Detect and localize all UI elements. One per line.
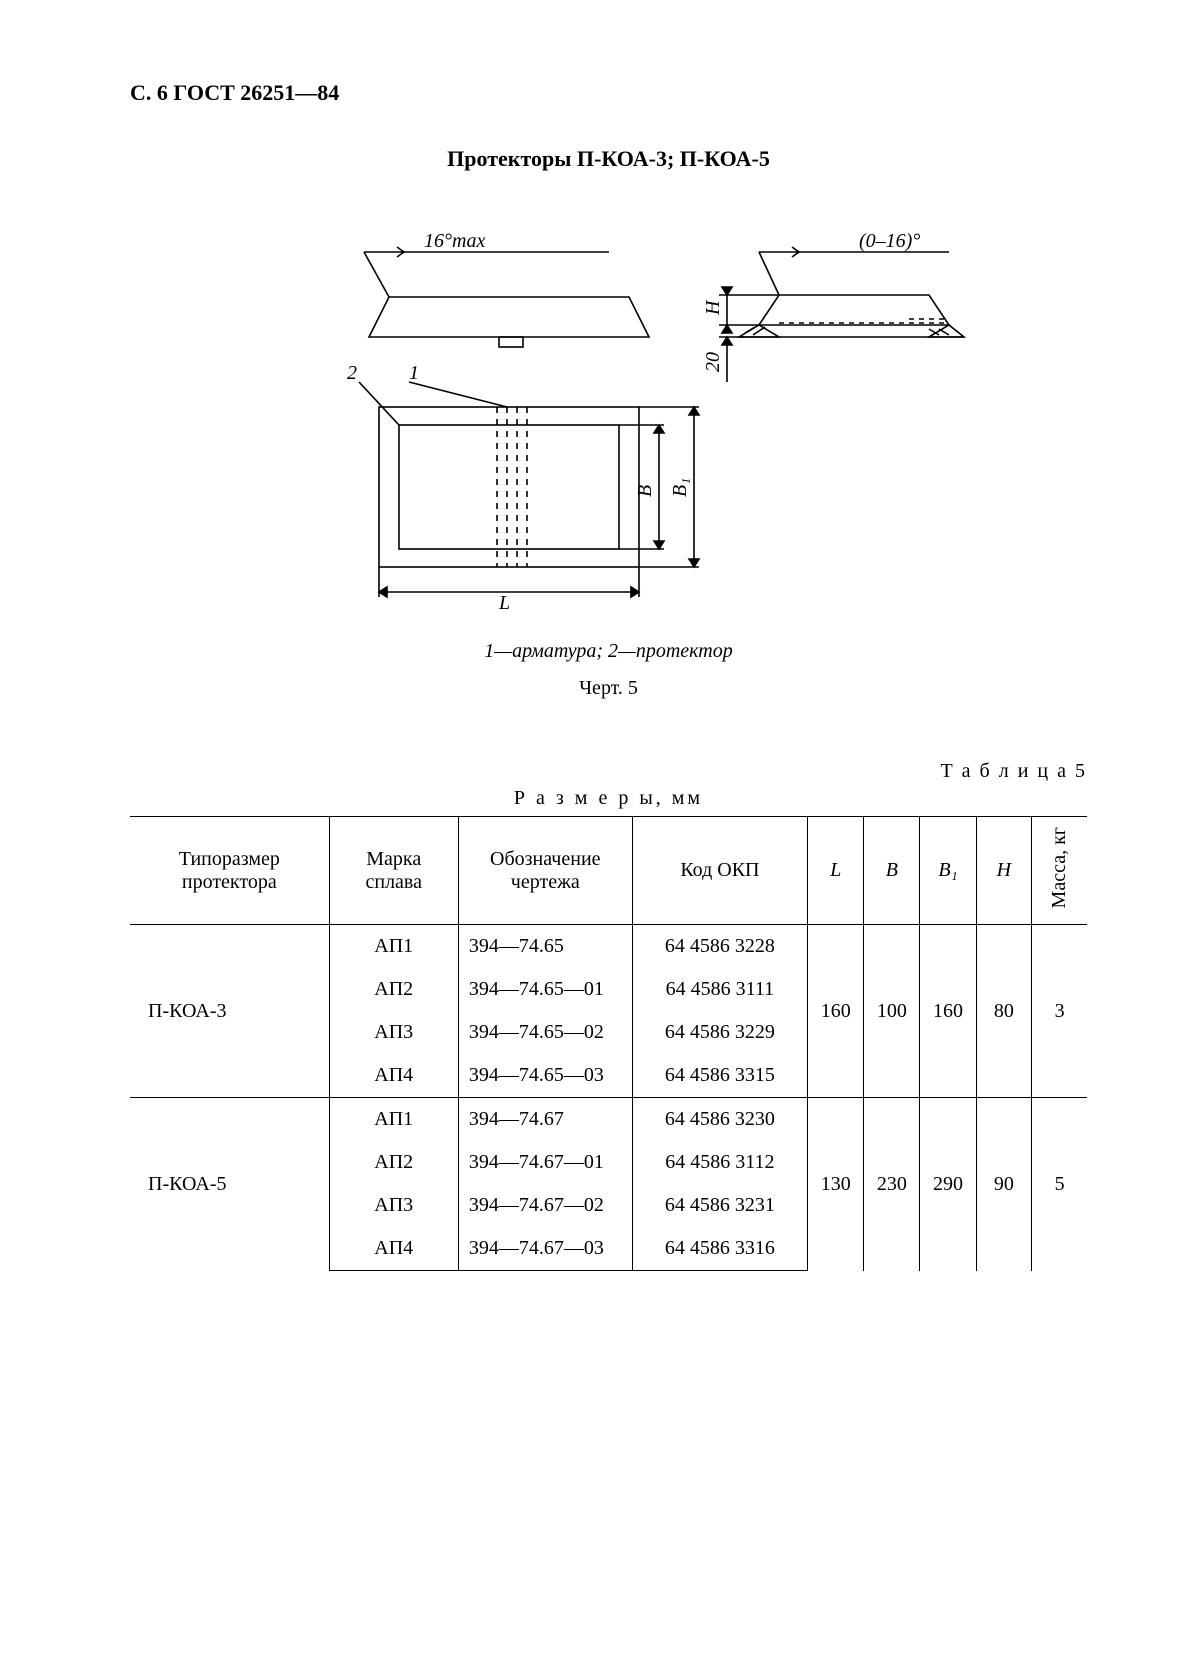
cell-alloy: АП2 — [329, 1141, 458, 1184]
cell-okp: 64 4586 3231 — [632, 1184, 807, 1227]
table-header-row: Типоразмер протектора Марка сплава Обозн… — [130, 817, 1087, 925]
label-angle-right: (0–16)° — [859, 230, 920, 252]
page: С. 6 ГОСТ 26251—84 Протекторы П-КОА-3; П… — [0, 0, 1187, 1679]
cell-okp: 64 4586 3230 — [632, 1098, 807, 1142]
cell-mass: 3 — [1032, 925, 1087, 1098]
figure-legend: 1—арматура; 2—протектор — [130, 640, 1087, 663]
page-header: С. 6 ГОСТ 26251—84 — [130, 80, 1087, 106]
cell-drawing: 394—74.67—01 — [458, 1141, 632, 1184]
cell-alloy: АП3 — [329, 1011, 458, 1054]
table-label: Т а б л и ц а 5 — [130, 760, 1087, 783]
cell-alloy: АП4 — [329, 1227, 458, 1271]
cell-drawing: 394—74.65—02 — [458, 1011, 632, 1054]
figure-svg: 16°max 2 1 L — [249, 197, 969, 617]
col-L: L — [808, 817, 864, 925]
label-angle-left: 16°max — [424, 230, 485, 252]
cell-B1: 160 — [920, 925, 976, 1098]
table-row: П-КОА-5АП1394—74.6764 4586 3230130230290… — [130, 1098, 1087, 1142]
cell-typesize: П-КОА-3 — [130, 925, 329, 1098]
col-okp: Код ОКП — [632, 817, 807, 925]
cell-okp: 64 4586 3112 — [632, 1141, 807, 1184]
col-drawing: Обозначение чертежа — [458, 817, 632, 925]
col-B1: B₁ — [920, 817, 976, 925]
cell-alloy: АП1 — [329, 925, 458, 969]
dim-B: B — [634, 485, 656, 497]
cell-L: 160 — [808, 925, 864, 1098]
table-row: П-КОА-3АП1394—74.6564 4586 3228160100160… — [130, 925, 1087, 969]
figure: 16°max 2 1 L — [130, 197, 1087, 622]
col-B: B — [864, 817, 920, 925]
cell-alloy: АП1 — [329, 1098, 458, 1142]
dim-20: 20 — [702, 352, 724, 372]
dimensions-table: Типоразмер протектора Марка сплава Обозн… — [130, 816, 1087, 1271]
cell-alloy: АП2 — [329, 968, 458, 1011]
cell-okp: 64 4586 3228 — [632, 925, 807, 969]
dim-B1: B₁ — [669, 478, 691, 497]
cell-H: 90 — [976, 1098, 1032, 1271]
col-alloy: Марка сплава — [329, 817, 458, 925]
cell-alloy: АП3 — [329, 1184, 458, 1227]
cell-okp: 64 4586 3229 — [632, 1011, 807, 1054]
cell-drawing: 394—74.67—03 — [458, 1227, 632, 1271]
cell-drawing: 394—74.67—02 — [458, 1184, 632, 1227]
callout-1: 1 — [409, 362, 419, 384]
cell-B1: 290 — [920, 1098, 976, 1271]
table-units: Р а з м е р ы, мм — [130, 787, 1087, 810]
table-body: П-КОА-3АП1394—74.6564 4586 3228160100160… — [130, 925, 1087, 1271]
cell-mass: 5 — [1032, 1098, 1087, 1271]
figure-title: Протекторы П-КОА-3; П-КОА-5 — [130, 146, 1087, 172]
col-typesize: Типоразмер протектора — [130, 817, 329, 925]
cell-drawing: 394—74.65—01 — [458, 968, 632, 1011]
cell-B: 230 — [864, 1098, 920, 1271]
cell-drawing: 394—74.65—03 — [458, 1054, 632, 1098]
cell-L: 130 — [808, 1098, 864, 1271]
col-H: H — [976, 817, 1032, 925]
cell-alloy: АП4 — [329, 1054, 458, 1098]
cell-typesize: П-КОА-5 — [130, 1098, 329, 1271]
cell-drawing: 394—74.65 — [458, 925, 632, 969]
cell-drawing: 394—74.67 — [458, 1098, 632, 1142]
cell-okp: 64 4586 3316 — [632, 1227, 807, 1271]
callout-2: 2 — [347, 362, 357, 384]
cell-H: 80 — [976, 925, 1032, 1098]
cell-okp: 64 4586 3111 — [632, 968, 807, 1011]
cell-B: 100 — [864, 925, 920, 1098]
dim-L: L — [498, 592, 510, 614]
col-mass: Масса, кг — [1032, 817, 1087, 925]
cell-okp: 64 4586 3315 — [632, 1054, 807, 1098]
dim-H: H — [702, 299, 724, 316]
figure-caption: Черт. 5 — [130, 677, 1087, 700]
